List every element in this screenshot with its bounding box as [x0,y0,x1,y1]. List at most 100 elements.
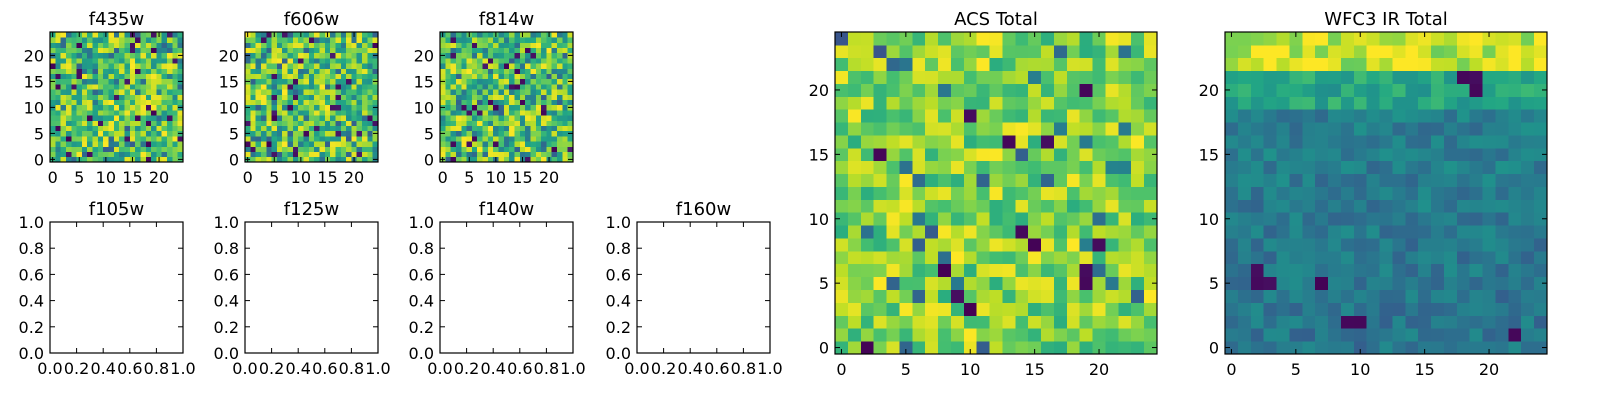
heatmap-cell [151,58,157,64]
heatmap-cell [466,37,473,43]
heatmap-cell [1482,57,1496,72]
heatmap-cell [129,52,136,59]
heatmap-cell [124,32,131,38]
heatmap-cell [1289,238,1303,252]
heatmap-cell [303,136,310,142]
heatmap-cell [140,47,147,54]
heatmap-cell [172,141,179,147]
heatmap-cell [835,135,849,149]
heatmap-cell [303,104,310,111]
heatmap-cell [976,341,990,355]
heatmap-cell [1521,160,1535,175]
heatmap-cell [1340,199,1355,213]
heatmap-cell [65,84,72,90]
heatmap-cell [1340,147,1355,162]
heatmap-cell [925,109,939,123]
heatmap-cell [1131,276,1145,290]
heatmap-cell [1131,328,1145,342]
heatmap-cell [938,122,952,136]
heatmap-cell [1508,135,1522,149]
heatmap-cell [1105,147,1119,162]
heatmap-cell [551,84,558,90]
heatmap-cell [362,136,368,142]
heatmap-cell [372,110,379,116]
heatmap-cell [308,156,315,163]
heatmap-cell [308,89,315,95]
heatmap-cell [156,42,163,48]
heatmap-cell [129,63,136,69]
heatmap-cell [1366,212,1380,226]
heatmap-cell [1276,122,1290,136]
heatmap-cell [1250,341,1265,355]
heatmap-cell [1366,238,1380,252]
heatmap-cell [97,141,104,147]
heatmap-cell [498,42,505,48]
heatmap-cell [97,68,104,74]
heatmap-cell [287,136,294,142]
heatmap-cell [346,125,352,132]
heatmap-cell [989,135,1003,149]
heatmap-cell [340,73,347,80]
heatmap-cell [482,63,489,69]
heatmap-cell [1418,276,1432,290]
heatmap-cell [461,130,467,137]
heatmap-cell [103,136,109,142]
heatmap-cell [124,84,131,90]
heatmap-cell [292,156,299,163]
heatmap-cell [372,115,379,121]
heatmap-cell [292,120,299,126]
heatmap-cell [487,120,494,126]
heatmap-cell [1028,263,1042,278]
heatmap-cell [519,52,526,59]
heatmap-cell [1508,302,1522,316]
heatmap-cell [324,37,331,43]
heatmap-cell [255,63,262,69]
heatmap-cell [340,156,347,163]
heatmap-cell [1353,315,1368,329]
heatmap-cell [282,52,288,59]
heatmap-cell [1315,70,1329,84]
heatmap-cell [1118,212,1132,226]
heatmap-cell [455,89,462,95]
heatmap-cell [372,125,379,132]
heatmap-cell [562,151,569,158]
heatmap-cell [255,146,262,152]
heatmap-cell [156,136,163,142]
heatmap-cell [177,63,184,69]
heatmap-cell [471,99,478,106]
heatmap-cell [1534,96,1548,110]
heatmap-cell [1015,186,1029,200]
heatmap-cell [1302,276,1316,290]
heatmap-cell [1328,160,1342,175]
heatmap-cell [1144,70,1158,84]
heatmap-cell [899,250,913,265]
heatmap-cell [1340,135,1355,149]
heatmap-cell [1366,289,1380,303]
heatmap-cell [525,120,531,126]
heatmap-cell [509,104,515,111]
heatmap-cell [541,99,547,106]
heatmap-cell [471,104,478,111]
heatmap-cell [1092,122,1106,136]
heatmap-cell [1456,225,1471,239]
heatmap-cell [1495,341,1509,355]
heatmap-cell [487,136,494,142]
heatmap-cell [362,78,368,85]
heatmap-cell [1263,212,1277,226]
heatmap-cell [1092,70,1106,84]
heatmap-cell [1315,44,1329,59]
heatmap-cell [1276,135,1290,149]
heatmap-cell [156,110,163,116]
heatmap-cell [535,141,542,147]
heatmap-cell [450,136,457,142]
heatmap-cell [450,146,457,152]
heatmap-cell [1379,289,1393,303]
heatmap-cell [330,104,336,111]
heatmap-cell [135,68,141,74]
heatmap-cell [282,136,288,142]
heatmap-cell [81,104,88,111]
heatmap-cell [541,125,547,132]
heatmap-cell [471,68,478,74]
heatmap-cell [71,78,77,85]
heatmap-cell [298,110,304,116]
